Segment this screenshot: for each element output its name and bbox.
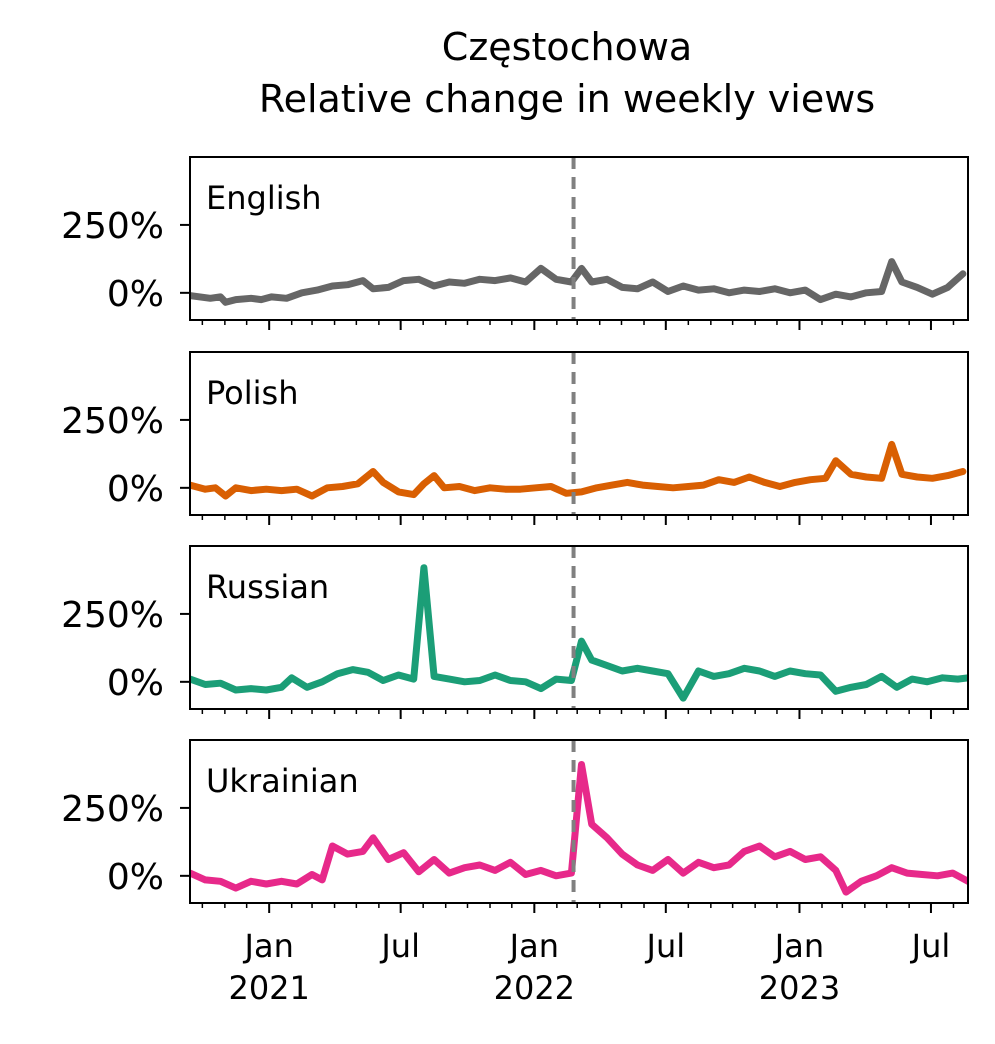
x-tick-label-month: Jul xyxy=(910,927,951,965)
x-tick-label-year: 2022 xyxy=(494,969,575,1007)
series-line-ukrainian xyxy=(190,761,968,896)
y-tick-label: 250% xyxy=(61,206,164,247)
panel-label-ukrainian: Ukrainian xyxy=(206,762,359,800)
panel-frame xyxy=(189,739,969,904)
panel-frame xyxy=(189,545,969,710)
x-tick-label-year: 2023 xyxy=(759,969,840,1007)
y-tick-label: 250% xyxy=(61,595,164,636)
panel-frame xyxy=(189,351,969,516)
y-tick-label: 250% xyxy=(61,789,164,830)
panel-label-polish: Polish xyxy=(206,374,298,412)
y-tick-label: 0% xyxy=(107,663,164,704)
x-tick-label-year: 2021 xyxy=(228,969,309,1007)
x-tick-label-month: Jan xyxy=(243,927,294,965)
panel-english: 0% 250% English xyxy=(61,156,969,330)
x-tick-label-month: Jan xyxy=(773,927,824,965)
series-line-english xyxy=(190,258,967,306)
y-tick-label: 0% xyxy=(107,469,164,510)
panel-russian: 0% 250% Russian xyxy=(61,545,969,719)
panel-label-russian: Russian xyxy=(206,568,329,606)
panels-group: 0%250%English0%250%Polish0%250%Russian0%… xyxy=(61,156,969,913)
panel-ukrainian: 0% 250% Ukrainian xyxy=(61,739,969,913)
chart-title-line-1: Częstochowa xyxy=(442,25,692,69)
x-tick-label-month: Jul xyxy=(379,927,420,965)
y-tick-label: 250% xyxy=(61,401,164,442)
y-tick-label: 0% xyxy=(107,857,164,898)
panel-polish: 0% 250% Polish xyxy=(61,351,969,525)
x-tick-label-month: Jul xyxy=(645,927,686,965)
series-line-polish xyxy=(190,440,967,500)
x-tick-labels-group: Jan 2021 Jul Jan 2022 Jul Jan 2023 Jul xyxy=(228,927,950,1007)
panel-label-english: English xyxy=(206,179,322,217)
series-line-russian xyxy=(190,564,968,702)
x-tick-label-month: Jan xyxy=(508,927,559,965)
chart-title-line-2: Relative change in weekly views xyxy=(259,77,875,121)
y-tick-label: 0% xyxy=(107,274,164,315)
panel-frame xyxy=(189,156,969,321)
